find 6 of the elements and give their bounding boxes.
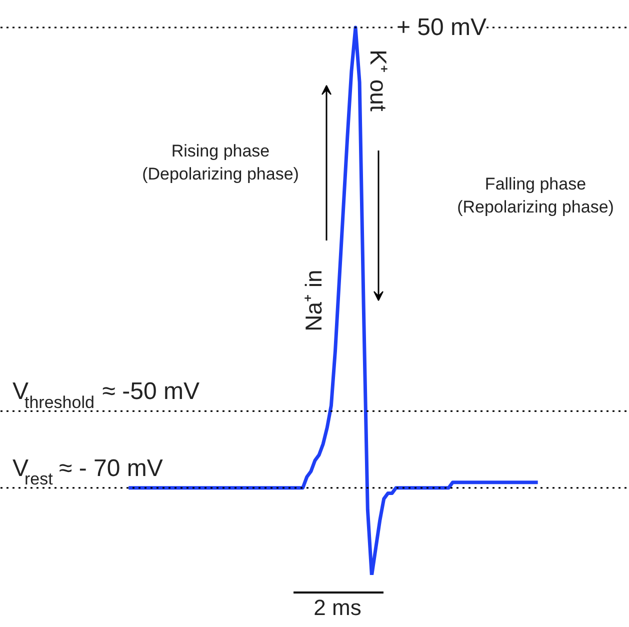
annotation: K⁺ out [366, 50, 392, 112]
annotation: Rising phase (Depolarizing phase) [142, 142, 299, 184]
annotation: Na⁺ in [300, 270, 326, 332]
ref-line-label: + 50 mV [396, 14, 487, 41]
annotation: Falling phase (Repolarizing phase) [457, 174, 614, 216]
text: 2 ms [314, 595, 362, 620]
